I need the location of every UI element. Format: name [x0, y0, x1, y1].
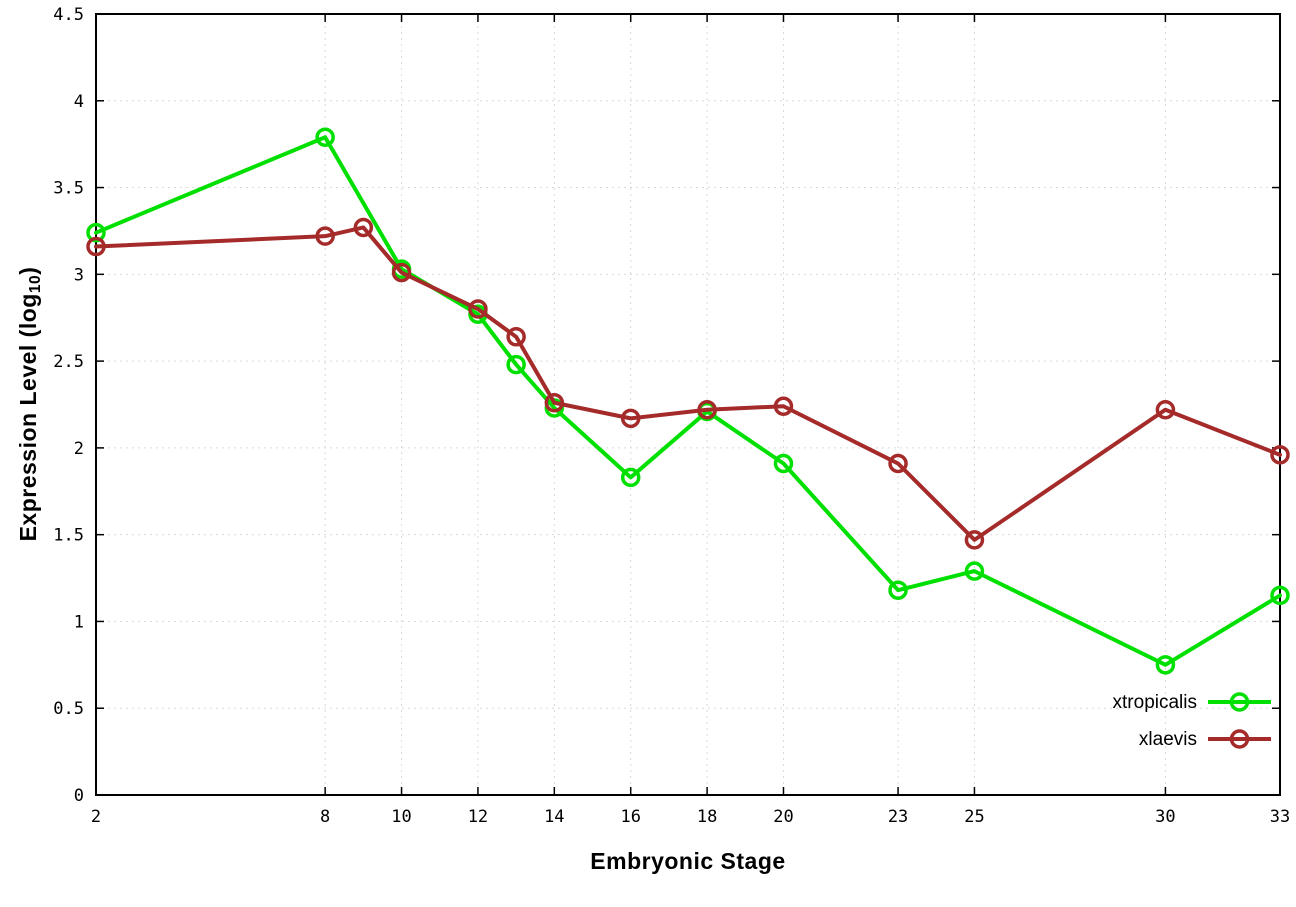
- x-tick-label: 20: [773, 807, 793, 827]
- legend-marker-sample: [1229, 729, 1250, 749]
- data-point-marker: [964, 561, 985, 581]
- x-tick-label: 12: [468, 807, 488, 827]
- data-point-marker: [773, 453, 794, 474]
- data-point-marker: [506, 327, 526, 347]
- data-point-marker: [620, 467, 641, 488]
- x-tick-label: 18: [697, 807, 717, 827]
- legend-label: xtropicalis: [1113, 692, 1197, 713]
- legend-label: xlaevis: [1139, 729, 1197, 750]
- data-point-marker: [315, 226, 335, 246]
- x-axis-title: Embryonic Stage: [590, 848, 786, 874]
- data-point-marker: [353, 217, 374, 238]
- y-tick-label: 2.5: [53, 352, 84, 372]
- y-tick-label: 0.5: [53, 699, 84, 719]
- data-point-marker: [964, 530, 985, 550]
- x-tick-label: 2: [91, 807, 101, 827]
- x-tick-label: 25: [964, 807, 984, 827]
- data-point-marker: [544, 393, 565, 413]
- y-tick-label: 1.5: [53, 526, 84, 546]
- data-point-marker: [391, 262, 412, 283]
- x-tick-label: 23: [888, 807, 908, 827]
- y-tick-label: 4.5: [53, 5, 84, 25]
- y-tick-label: 4: [74, 92, 84, 112]
- data-point-marker: [1270, 585, 1290, 606]
- y-axis-title-text: Expression Level (log: [14, 293, 41, 542]
- y-tick-label: 2: [74, 439, 84, 459]
- data-point-marker: [315, 127, 335, 147]
- data-point-marker: [1270, 445, 1290, 465]
- x-tick-label: 8: [320, 807, 330, 827]
- y-axis-title-subscript: 10: [27, 274, 45, 294]
- data-point-marker: [620, 408, 641, 429]
- series-line: [94, 225, 1282, 542]
- y-tick-label: 3: [74, 265, 84, 285]
- y-tick-label: 0: [74, 786, 84, 806]
- series-xlaevis: [86, 217, 1290, 550]
- y-tick-label: 3.5: [53, 179, 84, 199]
- x-tick-label: 30: [1155, 807, 1175, 827]
- data-point-marker: [1155, 655, 1176, 675]
- y-tick-label: 1: [74, 612, 84, 632]
- y-axis-title: Expression Level (log10): [15, 267, 45, 542]
- data-point-marker: [468, 299, 488, 319]
- x-tick-label: 14: [544, 807, 564, 827]
- data-point-marker: [888, 580, 908, 600]
- data-point-marker: [506, 354, 526, 375]
- data-point-marker: [86, 222, 106, 243]
- plot-border: [95, 13, 1281, 796]
- data-point-marker: [697, 399, 717, 420]
- x-tick-label: 33: [1270, 807, 1290, 827]
- tick-labels: 2 8 10 12 14 16 18 20 23 25 30 33 0 0.5 1 1.5 2 2.5 3 3.5 4 4…: [53, 5, 1290, 827]
- data-point-marker: [1155, 399, 1176, 420]
- series-line: [94, 135, 1282, 667]
- y-axis-title-suffix: ): [14, 266, 41, 275]
- legend-marker-sample: [1229, 692, 1250, 712]
- legend: xtropicalis xlaevis: [1113, 692, 1271, 750]
- data-point-marker: [773, 396, 794, 416]
- x-tick-label: 10: [391, 807, 411, 827]
- data-point-marker: [888, 453, 908, 474]
- data-point-marker: [86, 236, 106, 257]
- x-tick-label: 16: [620, 807, 640, 827]
